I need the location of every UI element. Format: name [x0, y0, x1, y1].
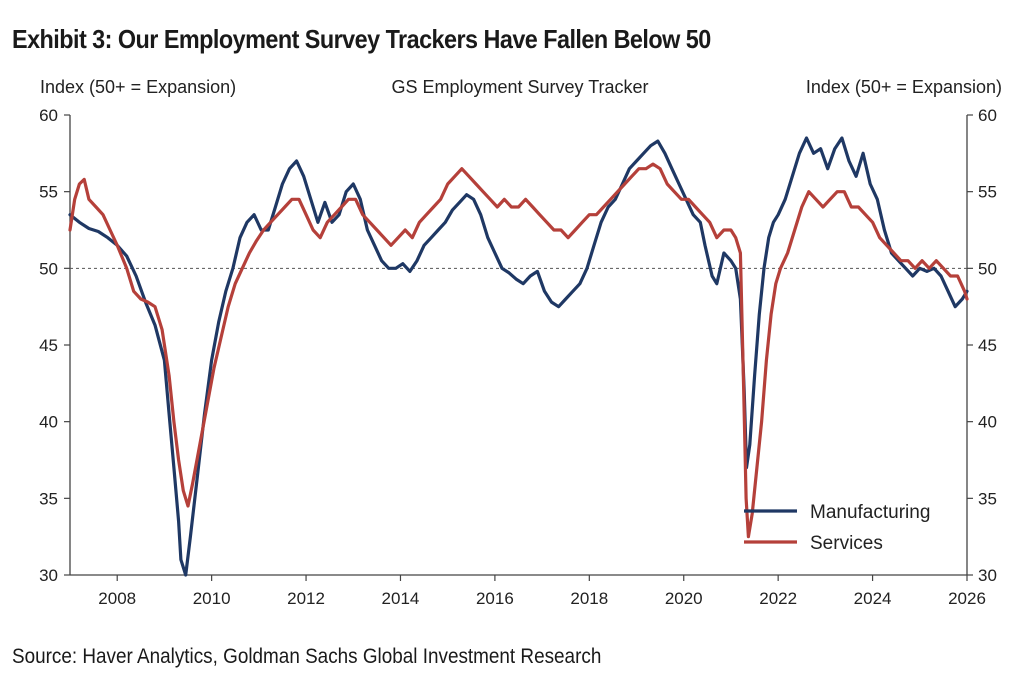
x-tick-label: 2020 — [665, 589, 703, 608]
exhibit-title: Exhibit 3: Our Employment Survey Tracker… — [12, 24, 711, 54]
tick-layer: 30 30 35 35 40 40 45 45 50 50 55 55 60 60 2008 2010 2012… — [39, 106, 997, 608]
right-y-tick-label: 30 — [978, 566, 997, 585]
left-y-axis-title: Index (50+ = Expansion) — [40, 77, 236, 97]
right-y-tick-label: 55 — [978, 183, 997, 202]
series-line-manufacturing — [68, 136, 969, 577]
right-y-axis-title: Index (50+ = Expansion) — [806, 77, 1002, 97]
left-y-tick-label: 50 — [39, 259, 58, 278]
x-tick-label: 2010 — [193, 589, 231, 608]
series-layer — [68, 136, 969, 577]
left-y-tick-label: 30 — [39, 566, 58, 585]
legend-label-services: Services — [810, 533, 883, 554]
left-y-tick-label: 40 — [39, 413, 58, 432]
x-tick-label: 2014 — [382, 589, 420, 608]
x-tick-label: 2008 — [98, 589, 136, 608]
right-y-tick-label: 35 — [978, 489, 997, 508]
chart-title: GS Employment Survey Tracker — [391, 77, 648, 97]
source-note: Source: Haver Analytics, Goldman Sachs G… — [12, 645, 602, 668]
x-tick-label: 2024 — [854, 589, 892, 608]
right-y-tick-label: 45 — [978, 336, 997, 355]
right-y-tick-label: 50 — [978, 259, 997, 278]
x-tick-label: 2022 — [759, 589, 797, 608]
legend: Manufacturing Services — [744, 502, 930, 554]
right-y-tick-label: 60 — [978, 106, 997, 125]
right-y-tick-label: 40 — [978, 413, 997, 432]
left-y-tick-label: 35 — [39, 489, 58, 508]
left-y-tick-label: 60 — [39, 106, 58, 125]
left-y-tick-label: 45 — [39, 336, 58, 355]
x-tick-label: 2026 — [948, 589, 986, 608]
x-tick-label: 2012 — [287, 589, 325, 608]
x-tick-label: 2016 — [476, 589, 514, 608]
left-y-tick-label: 55 — [39, 183, 58, 202]
x-tick-label: 2018 — [570, 589, 608, 608]
legend-label-manufacturing: Manufacturing — [810, 502, 930, 523]
series-line-services — [68, 162, 969, 539]
